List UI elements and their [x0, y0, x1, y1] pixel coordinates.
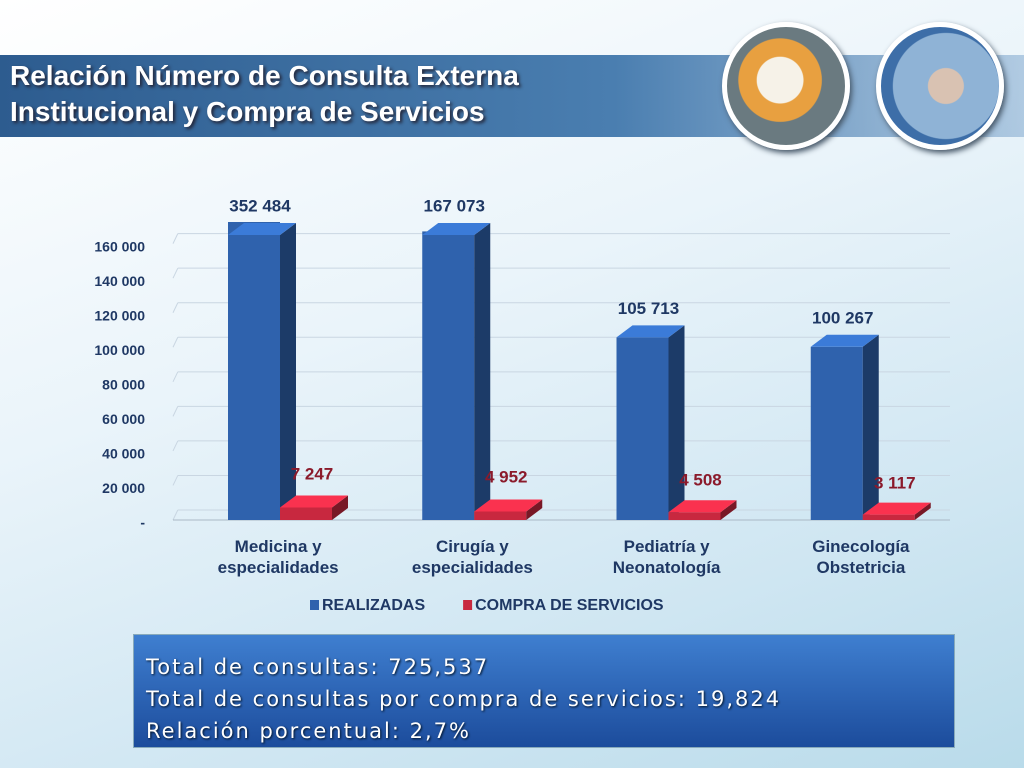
- summary-line: Total de consultas por compra de servici…: [146, 687, 782, 711]
- x-tick-label: Pediatría y Neonatología: [612, 537, 721, 577]
- bar: [616, 337, 669, 520]
- y-tick-label: 100 000: [94, 342, 145, 358]
- bar-top: [422, 223, 491, 235]
- grid-line: [172, 406, 179, 417]
- value-label: 4 508: [679, 470, 722, 489]
- bar-side: [720, 500, 737, 520]
- bar-top: [280, 495, 348, 508]
- bar-side: [474, 223, 491, 520]
- bar-side: [526, 499, 543, 520]
- bar-side: [668, 325, 685, 520]
- y-tick-label: 160 000: [94, 238, 145, 254]
- value-label: 100 267: [812, 308, 873, 327]
- grid-line: [172, 371, 179, 383]
- bar-top: [616, 325, 685, 338]
- bar: [862, 514, 915, 520]
- bar: [474, 511, 527, 520]
- grid-line: [172, 475, 179, 486]
- x-tick-label: Cirugía y especialidades: [411, 537, 533, 577]
- bar: [228, 222, 280, 520]
- bar-side: [914, 502, 931, 520]
- bar-top: [810, 334, 879, 347]
- bar-side: [280, 223, 296, 520]
- y-tick-label: 20 000: [102, 480, 145, 496]
- grid-line: [172, 440, 179, 452]
- bar: [280, 507, 332, 520]
- y-tick-label: 140 000: [94, 273, 145, 289]
- y-tick-label: -: [140, 515, 145, 531]
- x-tick-label: Ginecología Obstetricia: [812, 537, 910, 577]
- value-label: 7 247: [291, 464, 334, 483]
- grid-line: [172, 302, 179, 313]
- grid-line: [172, 337, 179, 348]
- title-banner: [0, 55, 1024, 137]
- value-label: 352 484: [229, 196, 291, 215]
- value-label: 105 713: [618, 299, 679, 318]
- grid-line: [172, 509, 179, 521]
- chart-title: Relación Número de Consulta Externa Inst…: [10, 60, 519, 127]
- legend-swatch: [463, 600, 473, 610]
- grid-line: [172, 233, 179, 244]
- legend-label: COMPRA DE SERVICIOS: [475, 597, 664, 614]
- summary-line: Relación porcentual: 2,7%: [146, 719, 471, 743]
- y-tick-label: 120 000: [94, 307, 145, 323]
- bar-top: [862, 502, 931, 515]
- photo-pills: [722, 22, 850, 150]
- bar-side: [332, 495, 348, 520]
- y-tick-label: 40 000: [102, 446, 145, 462]
- summary-line: Total de consultas: 725,537: [146, 655, 490, 679]
- bar: [810, 346, 863, 520]
- bar: [668, 512, 721, 520]
- x-tick-label: Medicina y especialidades: [217, 537, 339, 577]
- bar-top: [228, 223, 296, 235]
- legend-label: REALIZADAS: [322, 597, 425, 614]
- y-tick-label: 80 000: [102, 377, 145, 393]
- photo-doctor: [876, 22, 1004, 150]
- bar-top: [474, 499, 543, 512]
- value-label: 4 952: [485, 467, 528, 486]
- grid-line: [172, 267, 179, 279]
- bar: [422, 231, 475, 520]
- value-label: 167 073: [424, 196, 485, 215]
- bars: [228, 222, 931, 520]
- y-tick-label: 60 000: [102, 411, 145, 427]
- legend-swatch: [310, 600, 319, 610]
- value-label: 3 117: [874, 473, 916, 492]
- bar-top: [668, 500, 737, 513]
- bar-side: [862, 334, 879, 520]
- summary-box: Total de consultas: 725,537 Total de con…: [133, 634, 955, 748]
